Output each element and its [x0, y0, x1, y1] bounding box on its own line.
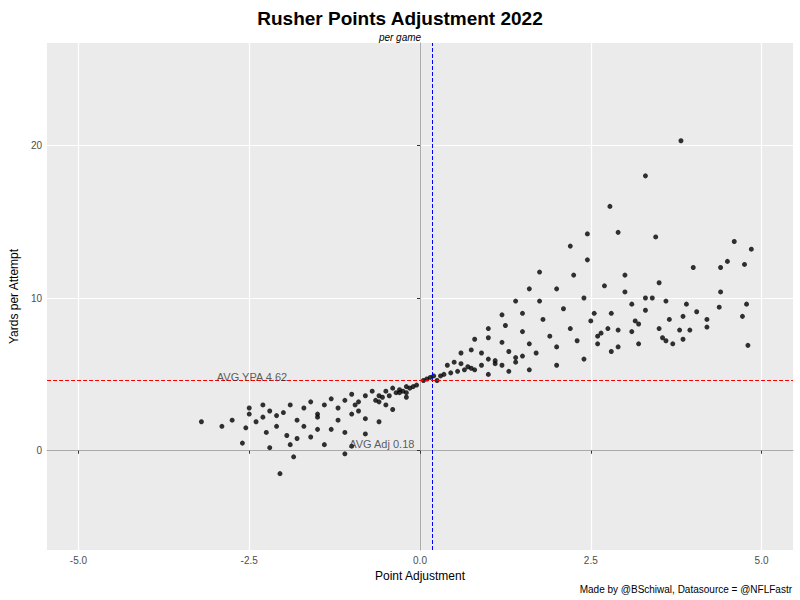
svg-text:Made by @BSchiwal, Datasource: Made by @BSchiwal, Datasource = @NFLFast…: [580, 584, 793, 595]
svg-text:-2.5: -2.5: [241, 555, 259, 566]
svg-text:Rusher Points Adjustment 2022: Rusher Points Adjustment 2022: [257, 8, 542, 29]
svg-text:per game: per game: [378, 32, 422, 43]
svg-text:5.0: 5.0: [755, 555, 769, 566]
svg-text:0: 0: [36, 445, 42, 456]
svg-text:AVG Adj 0.18: AVG Adj 0.18: [349, 438, 414, 450]
svg-text:Yards per Attempt: Yards per Attempt: [7, 248, 21, 344]
svg-text:2.5: 2.5: [584, 555, 598, 566]
svg-text:Point Adjustment: Point Adjustment: [375, 569, 466, 583]
svg-text:10: 10: [31, 293, 43, 304]
svg-text:-5.0: -5.0: [70, 555, 88, 566]
svg-text:20: 20: [31, 140, 43, 151]
svg-text:AVG YPA 4.62: AVG YPA 4.62: [217, 371, 287, 383]
svg-text:0.0: 0.0: [413, 555, 427, 566]
